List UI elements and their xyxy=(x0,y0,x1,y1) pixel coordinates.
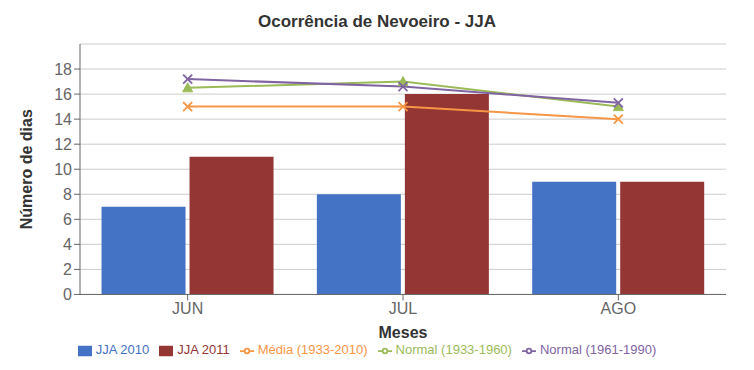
html-text:JJA 2010: JJA 2010 xyxy=(95,342,150,358)
svg-text:14: 14 xyxy=(54,111,72,128)
html-text:Média (1933-2010): Média (1933-2010) xyxy=(257,342,368,358)
svg-text:JUL: JUL xyxy=(389,300,418,317)
html-text:Normal (1961-1990): Normal (1961-1990) xyxy=(539,342,657,358)
svg-text:2: 2 xyxy=(63,261,72,278)
svg-text:4: 4 xyxy=(63,236,72,253)
svg-text:Meses: Meses xyxy=(379,324,428,341)
svg-text:AGO: AGO xyxy=(601,300,637,317)
svg-text:10: 10 xyxy=(54,161,72,178)
svg-text:JUN: JUN xyxy=(172,300,203,317)
svg-text:18: 18 xyxy=(54,61,72,78)
svg-text:Número de dias: Número de dias xyxy=(18,109,35,229)
svg-text:8: 8 xyxy=(63,186,72,203)
svg-text:12: 12 xyxy=(54,136,72,153)
svg-text:0: 0 xyxy=(63,286,72,303)
html-text:Normal (1933-1960): Normal (1933-1960) xyxy=(395,342,512,358)
html-text:JJA 2011: JJA 2011 xyxy=(177,342,230,358)
svg-text:6: 6 xyxy=(63,211,72,228)
svg-text:16: 16 xyxy=(54,86,72,103)
html-text:Ocorrência de Nevoeiro - JJA: Ocorrência de Nevoeiro - JJA xyxy=(258,12,496,31)
